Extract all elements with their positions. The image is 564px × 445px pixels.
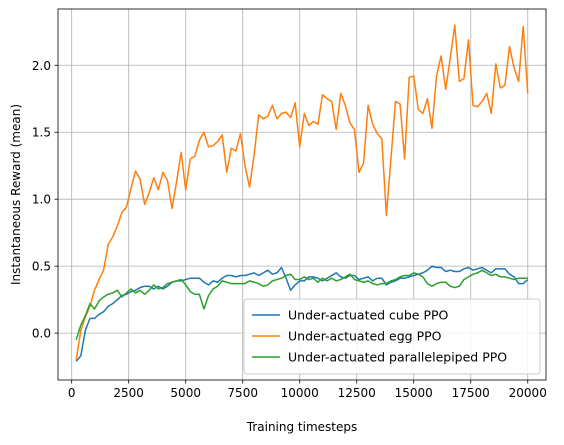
plot-area-frame [57,8,547,381]
y-tick-label: 2.0 [32,59,51,73]
x-tick-label: 0 [68,386,76,400]
x-tick-label: 10000 [281,386,319,400]
y-tick-label: 0.0 [32,327,51,341]
x-tick-label: 12500 [338,386,376,400]
x-tick-label: 5000 [170,386,201,400]
x-axis-label: Training timesteps [246,420,357,434]
legend-label-1: Under-actuated cube PPO [288,308,449,323]
y-axis-ticks: 0.0 0.5 1.0 1.5 2.0 [32,59,58,341]
legend-label-2: Under-actuated egg PPO [288,329,442,344]
legend-label-3: Under-actuated parallelepiped PPO [288,350,507,365]
legend-box [243,298,541,375]
x-tick-label: 15000 [395,386,433,400]
y-axis-label: Instantaneous Reward (mean) [9,104,23,285]
series-lines [75,24,529,362]
x-tick-label: 20000 [509,386,547,400]
series-line-3 [75,269,528,341]
y-tick-label: 1.0 [32,193,51,207]
series-line-2 [75,24,529,361]
x-tick-label: 17500 [452,386,490,400]
x-tick-label: 7500 [227,386,258,400]
x-axis-ticks: 0 2500 5000 7500 10000 12500 15000 17500 20000 [68,380,547,400]
x-tick-label: 2500 [113,386,144,400]
y-tick-label: 0.5 [32,260,51,274]
legend: Under-actuated cube PPO Under-actuated eg… [243,298,541,375]
y-tick-label: 1.5 [32,126,51,140]
